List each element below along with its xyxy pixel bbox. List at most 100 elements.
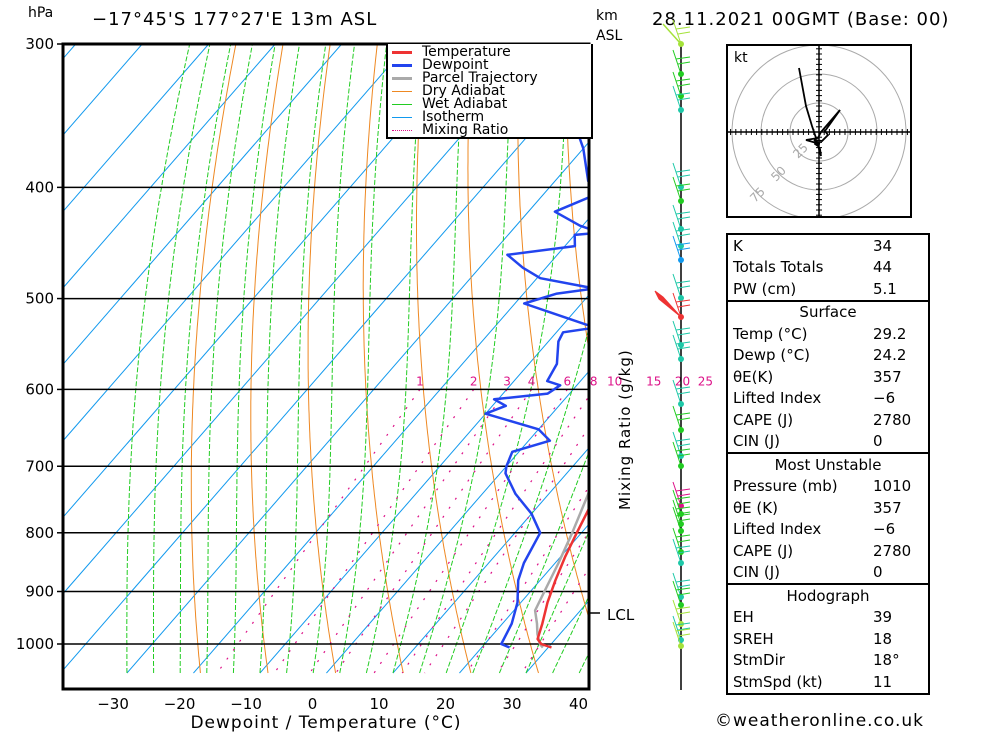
wind-barb-icon (672, 580, 691, 606)
y-tick-label: 500 (25, 290, 54, 308)
isotherm-line (63, 44, 143, 136)
index-value: 44 (873, 258, 893, 277)
mixing-ratio-line (424, 426, 589, 674)
mixing-ratio-line (309, 389, 508, 674)
legend-label: Temperature (422, 44, 511, 60)
surface-value: 2780 (873, 410, 912, 429)
legend-label: Dry Adiabat (422, 83, 505, 99)
mu-value: −6 (873, 520, 896, 539)
hodo-label: StmDir (733, 651, 785, 670)
x-tick-label: −10 (230, 695, 262, 713)
hodo-value: 18 (873, 629, 893, 648)
wind-barb-icon (672, 85, 691, 111)
chart-legend: Temperature Dewpoint Parcel Trajectory D… (386, 44, 593, 139)
legend-label: Mixing Ratio (422, 122, 509, 138)
mixing-ratio-label: 15 (646, 374, 661, 388)
x-tick-label: 40 (569, 695, 588, 713)
hodograph: kt 25 50 75 (726, 43, 912, 221)
hodograph-ring-label: 50 (768, 163, 789, 184)
hodo-value: 39 (873, 608, 893, 627)
mixing-ratio-label: 6 (564, 374, 572, 388)
wet-adiabat-line (312, 44, 356, 674)
mixing-ratio-line (401, 395, 589, 674)
index-value: 34 (873, 236, 893, 255)
pressure-axis: 300 400 500 600 700 800 900 1000 (16, 35, 63, 653)
wind-barb-icon (672, 273, 691, 299)
mixing-ratio-line (273, 389, 475, 674)
wind-barb-icon (672, 481, 691, 507)
surface-value: 357 (873, 367, 902, 386)
surface-label: CAPE (J) (733, 410, 794, 429)
y-tick-label: 300 (25, 35, 54, 53)
mu-row: θE (K) 357 (728, 497, 928, 519)
hodograph-unit-label: kt (734, 50, 748, 66)
hodograph-ring-label: 25 (790, 140, 811, 161)
isotherm-line (392, 446, 589, 674)
mixing-ratio-label: 1 (416, 374, 424, 388)
y-tick-label: 600 (25, 380, 54, 398)
wind-barb-icon (672, 320, 691, 346)
legend-swatch (392, 90, 412, 92)
mixing-ratio-label: 10 (607, 374, 622, 388)
mixing-ratio-labels: 1 2 3 4 6 8 10 15 20 25 (416, 374, 713, 388)
mu-label: CIN (J) (733, 563, 781, 582)
height-unit-km: km (596, 8, 618, 24)
dry-adiabat-line (362, 44, 404, 674)
hodo-row: StmSpd (kt) 11 (728, 671, 928, 693)
y-tick-label: 700 (25, 457, 54, 475)
x-tick-label: 10 (370, 695, 389, 713)
legend-item-wet-adiabat: Wet Adiabat (392, 96, 508, 112)
dry-adiabat-line (250, 44, 284, 674)
index-row-totals: Totals Totals 44 (728, 257, 928, 279)
hodograph-ring-label: 75 (747, 184, 768, 205)
mu-value: 0 (873, 563, 883, 582)
wind-barb-icon (672, 19, 691, 45)
wind-barb-icon (672, 527, 691, 553)
wind-barb-icon (672, 292, 691, 318)
legend-label: Isotherm (422, 109, 485, 125)
temperature-axis: −30 −20 −10 0 10 20 30 40 (97, 695, 588, 713)
wind-barb-icon (672, 49, 691, 75)
wind-barb-icon (672, 572, 691, 598)
mixing-ratio-axis-label: Mixing Ratio (g/kg) (616, 349, 634, 510)
mu-label: Lifted Index (733, 520, 822, 539)
wet-adiabat-line (419, 44, 513, 674)
location-title: −17°45'S 177°27'E 13m ASL (92, 9, 378, 30)
mu-label: θE (K) (733, 498, 778, 517)
wet-adiabat-line (286, 44, 327, 674)
mu-value: 357 (873, 498, 902, 517)
most-unstable-section: Most Unstable Pressure (mb) 1010 θE (K) 35… (728, 454, 928, 585)
surface-label: Dewp (°C) (733, 346, 811, 365)
hodo-row: SREH 18 (728, 628, 928, 650)
mixing-ratio-line (216, 389, 421, 674)
index-label: K (733, 236, 743, 255)
surface-value: 24.2 (873, 346, 907, 365)
hodo-value: 18° (873, 651, 900, 670)
surface-row: Temp (°C) 29.2 (728, 323, 928, 345)
wet-adiabat-line (472, 325, 589, 674)
wind-barb-icon (672, 441, 691, 467)
hodograph-trace (798, 67, 841, 157)
isotherm-line (63, 44, 409, 442)
surface-value: 29.2 (873, 324, 907, 343)
wind-barb-icon (672, 221, 691, 247)
surface-row: Lifted Index −6 (728, 388, 928, 410)
mixing-ratio-label: 4 (528, 374, 536, 388)
wet-adiabat-line (179, 44, 232, 673)
legend-label: Parcel Trajectory (422, 70, 538, 86)
legend-swatch (392, 50, 412, 54)
y-tick-label: 900 (25, 582, 54, 600)
x-tick-label: 0 (308, 695, 318, 713)
wet-adiabat-line (206, 44, 253, 673)
hodograph-stats-title: Hodograph (786, 586, 870, 605)
legend-swatch (392, 116, 412, 118)
wind-barb-icon (672, 71, 691, 97)
hodo-label: EH (733, 608, 754, 627)
dry-adiabat-line (565, 44, 589, 354)
stability-indices-panel: K 34 Totals Totals 44 PW (cm) 5.1 Surface T… (726, 233, 930, 695)
legend-item-parcel: Parcel Trajectory (392, 70, 538, 86)
parcel-trajectory-trace (533, 488, 589, 649)
wind-barb-icon (672, 235, 691, 261)
legend-label: Wet Adiabat (422, 96, 508, 112)
surface-label: CIN (J) (733, 432, 781, 451)
